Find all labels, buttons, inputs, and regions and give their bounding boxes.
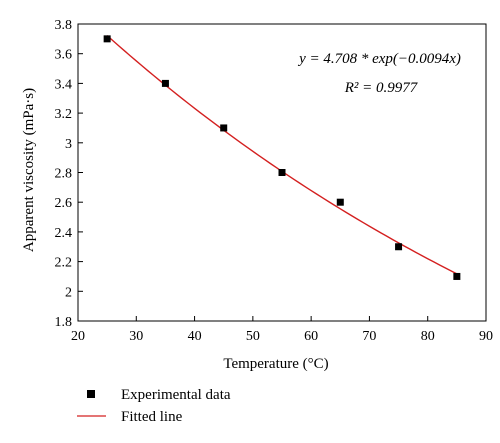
x-axis: 20 30 40 50 60 70 80 90 (71, 316, 493, 344)
y-tick-label: 2.8 (55, 167, 73, 182)
r-squared-annotation: R² = 0.9977 (344, 80, 419, 96)
y-tick-label: 1.8 (55, 315, 73, 330)
data-point (220, 124, 228, 132)
x-tick-label: 70 (362, 329, 376, 344)
x-tick-label: 50 (246, 329, 260, 344)
data-point (395, 243, 403, 251)
y-axis-title: Apparent viscosity (mPa·s) (21, 88, 37, 252)
y-tick-label: 3 (65, 137, 72, 152)
legend-label-fitted: Fitted line (121, 409, 183, 425)
x-tick-label: 40 (188, 329, 202, 344)
x-tick-label: 20 (71, 329, 85, 344)
data-point (453, 272, 461, 280)
y-tick-label: 3.2 (55, 107, 73, 122)
y-tick-label: 2 (65, 285, 72, 300)
experimental-data-series (103, 35, 461, 280)
y-axis: 1.8 2 2.2 2.4 2.6 2.8 3 3.2 3.4 3.6 3.8 (55, 18, 83, 330)
y-tick-label: 2.6 (55, 196, 73, 211)
legend-label-experimental: Experimental data (121, 387, 231, 403)
data-point (103, 35, 111, 43)
fitted-line-series (106, 35, 458, 275)
y-tick-label: 2.4 (55, 226, 73, 241)
x-tick-label: 90 (479, 329, 493, 344)
x-tick-label: 30 (129, 329, 143, 344)
y-tick-label: 2.2 (55, 256, 73, 271)
y-tick-label: 3.4 (55, 77, 73, 92)
data-point (161, 79, 169, 87)
fitted-line (106, 35, 458, 275)
y-tick-label: 3.6 (55, 48, 73, 63)
x-tick-label: 80 (421, 329, 435, 344)
legend: Experimental data Fitted line (77, 387, 231, 425)
data-point (336, 198, 344, 206)
legend-marker-experimental (87, 390, 95, 398)
y-tick-label: 3.8 (55, 18, 73, 33)
data-point (278, 169, 286, 176)
x-tick-label: 60 (304, 329, 318, 344)
x-axis-title: Temperature (°C) (223, 356, 328, 372)
fit-equation-annotation: y = 4.708 * exp(−0.0094x) (297, 51, 461, 67)
